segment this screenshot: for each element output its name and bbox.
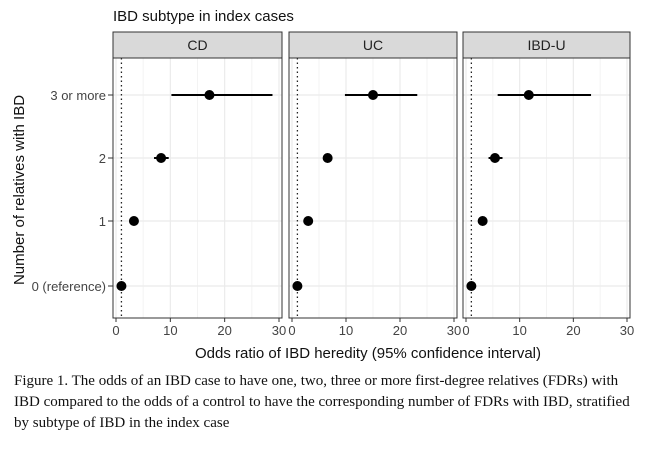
odds-ratio-point <box>322 153 333 163</box>
panel-strip-label: UC <box>363 37 383 53</box>
panel-ibdu: IBD-U 0 10 20 30 <box>462 31 634 338</box>
panel-border <box>112 57 283 319</box>
x-tick-label: 10 <box>512 323 526 338</box>
panel-strip-label: IBD-U <box>527 37 565 53</box>
panel-border <box>462 57 631 319</box>
y-axis-label: Number of relatives with IBD <box>11 95 28 285</box>
odds-ratio-point <box>466 281 477 291</box>
x-tick-label: 20 <box>393 323 407 338</box>
odds-ratio-point <box>368 90 378 100</box>
x-tick-label: 30 <box>447 323 461 338</box>
panel-strip <box>462 31 631 59</box>
panel-cd: CD 0 10 20 30 <box>112 31 286 338</box>
x-tick-label: 30 <box>272 323 286 338</box>
figure-caption: Figure 1. The odds of an IBD case to hav… <box>14 373 630 431</box>
x-tick-label: 0 <box>462 323 469 338</box>
odds-ratio-point <box>477 216 488 226</box>
panel-uc: UC 0 10 20 30 <box>288 31 461 338</box>
x-tick-label: 0 <box>112 323 119 338</box>
odds-ratio-point <box>204 90 215 100</box>
odds-ratio-point <box>523 90 534 100</box>
x-tick-label: 10 <box>163 323 177 338</box>
panel-strip-label: CD <box>187 37 207 53</box>
odds-ratio-point <box>292 281 303 291</box>
y-tick-label: 3 or more <box>50 88 106 103</box>
panel-strip <box>288 31 458 59</box>
odds-ratio-point <box>116 281 127 291</box>
odds-ratio-point <box>303 216 314 226</box>
odds-ratio-point <box>156 153 167 163</box>
x-axis-label: Odds ratio of IBD heredity (95% confiden… <box>195 345 541 362</box>
x-tick-label: 30 <box>620 323 634 338</box>
y-tick-label: 1 <box>99 214 106 229</box>
x-tick-label: 10 <box>339 323 353 338</box>
odds-ratio-point <box>128 216 139 226</box>
panel-border <box>288 57 458 319</box>
chart-title: IBD subtype in index cases <box>113 8 294 25</box>
panel-strip <box>112 31 283 59</box>
y-tick-label: 2 <box>99 151 106 166</box>
x-tick-label: 20 <box>566 323 580 338</box>
forest-plot: IBD subtype in index cases Number of rel… <box>11 8 634 362</box>
odds-ratio-point <box>489 153 500 163</box>
x-tick-label: 20 <box>217 323 231 338</box>
x-tick-label: 0 <box>288 323 295 338</box>
y-tick-label: 0 (reference) <box>32 279 106 294</box>
